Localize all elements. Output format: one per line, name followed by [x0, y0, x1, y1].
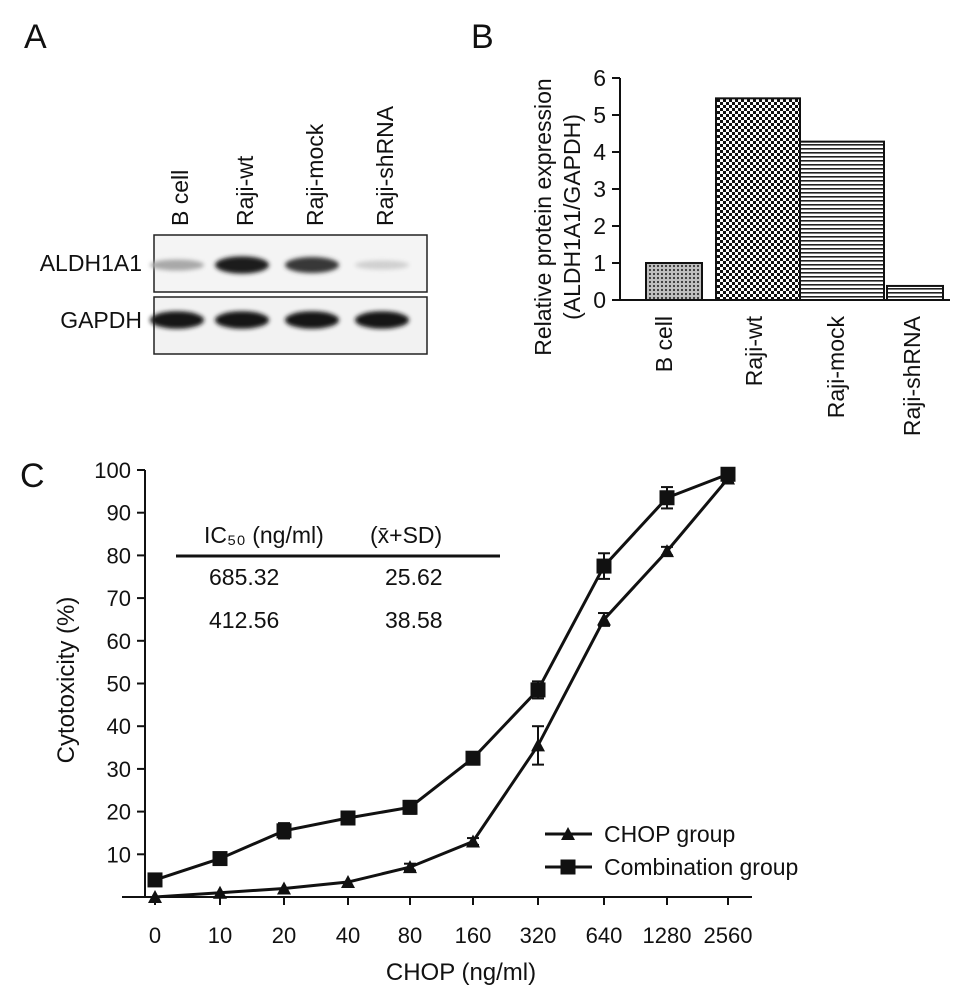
square-marker	[596, 558, 612, 574]
square-marker	[720, 466, 736, 482]
panel-label-c: C	[20, 457, 45, 495]
line-y-tick-label: 40	[107, 714, 131, 739]
bar-chart: Relative protein expression (ALDH1A1/GAP…	[530, 65, 950, 436]
triangle-marker	[466, 834, 480, 848]
blot-band	[355, 311, 409, 329]
line-y-tick-label: 10	[107, 842, 131, 867]
blot-band	[215, 256, 269, 274]
triangle-marker	[213, 885, 227, 899]
bar-y-tick-label: 2	[593, 213, 606, 239]
line-x-tick-label: 20	[272, 923, 296, 948]
bar-chart-bars	[645, 97, 944, 302]
bar	[886, 284, 944, 302]
bar-y-tick-label: 6	[593, 65, 606, 91]
triangle-marker	[660, 544, 674, 558]
panel-label-b: B	[471, 18, 494, 56]
blot-band	[355, 260, 409, 270]
legend-label: CHOP group	[604, 821, 735, 847]
line-x-tick-label: 640	[586, 923, 623, 948]
square-marker	[276, 823, 292, 839]
bar-y-tick-label: 5	[593, 102, 606, 128]
bar-x-tick-label: Raji-shRNA	[899, 315, 925, 436]
triangle-marker	[341, 875, 355, 889]
line-chart: Cytotoxicity (%) CHOP (ng/ml) 10 20 30 40 50…	[53, 458, 798, 986]
blot-band	[150, 259, 204, 271]
line-chart-legend: CHOP group Combination group	[545, 821, 798, 880]
triangle-marker	[403, 860, 417, 874]
blot-band	[285, 311, 339, 329]
blot-lane-label: Raji-mock	[302, 123, 328, 226]
line-y-tick-label: 90	[107, 501, 131, 526]
triangle-marker	[277, 881, 291, 895]
bar-y-tick-label: 3	[593, 176, 606, 202]
bar-y-tick-label: 4	[593, 139, 606, 165]
line-x-tick-label: 0	[149, 923, 161, 948]
bar	[799, 140, 885, 301]
legend-label: Combination group	[604, 854, 798, 880]
panel-label-a: A	[24, 18, 47, 56]
blot-lane-label: Raji-wt	[232, 155, 258, 226]
triangle-marker	[148, 890, 162, 903]
blot-lane-label: B cell	[167, 170, 193, 226]
inset-header-mean-sd: (x̄+SD)	[370, 522, 442, 548]
triangle-marker	[597, 612, 611, 626]
bar	[715, 97, 801, 301]
line-x-tick-label: 10	[208, 923, 232, 948]
inset-row2-ic50: 412.56	[209, 607, 279, 633]
bar-x-tick-label: Raji-mock	[823, 316, 849, 419]
bar-x-tick-label: B cell	[651, 316, 677, 372]
bar-chart-ylabel-line1: Relative protein expression	[530, 78, 556, 355]
line-x-tick-label: 80	[398, 923, 422, 948]
bar-chart-x-labels: B cell Raji-wt Raji-mock Raji-shRNA	[651, 315, 925, 436]
blot-bands	[150, 256, 409, 329]
bar-chart-ylabel-line2: (ALDH1A1/GAPDH)	[559, 114, 585, 320]
line-y-tick-label: 30	[107, 757, 131, 782]
square-marker	[465, 750, 481, 766]
inset-row2-sd: 38.58	[385, 607, 443, 633]
line-y-tick-label: 100	[94, 458, 131, 483]
blot-band	[215, 311, 269, 329]
square-marker	[340, 810, 356, 826]
line-x-tick-label: 2560	[704, 923, 753, 948]
series-line	[154, 472, 729, 882]
inset-row1-ic50: 685.32	[209, 564, 279, 590]
line-chart-ylabel: Cytotoxicity (%)	[53, 597, 80, 764]
bar	[645, 262, 703, 301]
line-y-tick-label: 80	[107, 543, 131, 568]
line-chart-xlabel: CHOP (ng/ml)	[386, 959, 536, 986]
line-y-tick-label: 60	[107, 629, 131, 654]
western-blot: B cell Raji-wt Raji-mock Raji-shRNA ALDH1A1…	[40, 105, 428, 355]
legend-triangle-marker	[561, 827, 575, 840]
line-y-tick-label: 20	[107, 800, 131, 825]
blot-lane-label: Raji-shRNA	[372, 105, 398, 226]
blot-band	[285, 257, 339, 273]
square-marker	[659, 490, 675, 506]
square-marker	[530, 682, 546, 698]
blot-row-label-gapdh: GAPDH	[60, 307, 142, 333]
bar-y-tick-label: 0	[593, 287, 606, 313]
square-marker	[147, 872, 163, 888]
inset-header-ic50: IC₅₀ (ng/ml)	[204, 522, 324, 548]
blot-band	[150, 311, 204, 329]
line-y-tick-label: 70	[107, 586, 131, 611]
square-marker	[212, 851, 228, 867]
blot-lane-labels: B cell Raji-wt Raji-mock Raji-shRNA	[167, 105, 398, 226]
bar-x-tick-label: Raji-wt	[741, 315, 767, 386]
line-y-tick-label: 50	[107, 672, 131, 697]
ic50-inset-table: IC₅₀ (ng/ml) (x̄+SD) 685.32 25.62 412.56…	[176, 522, 500, 633]
blot-row-label-aldh1a1: ALDH1A1	[40, 250, 142, 276]
square-marker	[402, 799, 418, 815]
line-x-tick-label: 320	[520, 923, 557, 948]
triangle-marker	[531, 738, 545, 752]
inset-row1-sd: 25.62	[385, 564, 443, 590]
bar-y-tick-label: 1	[593, 250, 606, 276]
line-chart-series	[147, 466, 736, 903]
line-x-tick-label: 1280	[643, 923, 692, 948]
legend-square-marker	[560, 859, 576, 875]
line-chart-axes: 10 20 30 40 50 60 70 80 90 100 0 10 20 40 80 160 320 640 1…	[94, 458, 752, 948]
series-line	[154, 477, 730, 899]
line-x-tick-label: 40	[336, 923, 360, 948]
line-x-tick-label: 160	[455, 923, 492, 948]
